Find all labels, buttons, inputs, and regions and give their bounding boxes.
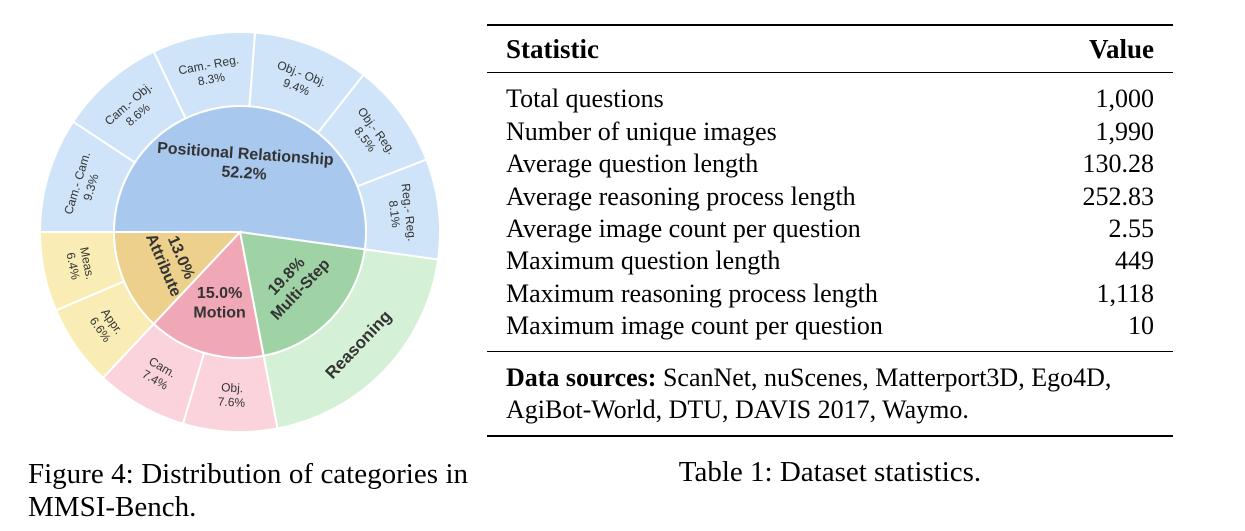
inner-label-motion: 15.0% Motion [193,285,245,321]
figure-caption: Figure 4: Distribution of categories in … [28,458,468,523]
table-row: Maximum reasoning process length 1,118 [487,278,1173,310]
row-value: 10 [1128,311,1154,341]
dataset-statistics-table: Statistic Value Total questions 1,000 Num… [487,24,1173,437]
row-label: Number of unique images [506,116,777,146]
row-label: Average image count per question [506,213,861,243]
row-value: 449 [1115,246,1154,276]
table-bottom-rule [487,434,1173,437]
inner-slice-multi-step-reasoning [238,230,366,357]
table-row: Average reasoning process length 252.83 [487,181,1173,213]
row-label: Maximum reasoning process length [506,278,878,308]
table-row: Average question length 130.28 [487,148,1173,180]
inner-slice-motion [152,229,265,359]
inner-slice-attribute [112,231,243,326]
outer-label-meas: Meas.6.4% [63,246,97,284]
table-sources-rule [487,350,1173,352]
outer-label-obj: Obj.7.6% [217,380,246,410]
table-header-row: Statistic Value [487,26,1173,72]
table-row: Maximum question length 449 [487,245,1173,277]
row-value: 1,118 [1096,278,1154,308]
outer-label-reg-reg: Reg.- Reg.8.1% [384,183,419,244]
row-label: Total questions [506,84,664,114]
table-header-rule [487,72,1173,74]
table-row: Average image count per question 2.55 [487,213,1173,245]
row-value: 130.28 [1082,149,1155,179]
table-caption: Table 1: Dataset statistics. [678,456,982,488]
row-label: Average question length [506,149,759,179]
row-value: 1,990 [1095,116,1155,146]
table-top-rule [487,24,1173,26]
data-sources: Data sources: ScanNet, nuScenes, Matterp… [487,352,1173,435]
row-value: 1,000 [1095,84,1155,114]
inner-slice-positional-relationship [112,105,367,251]
row-label: Maximum image count per question [506,311,883,341]
row-label: Maximum question length [506,246,781,276]
data-sources-text: ScanNet, nuScenes, Matterport3D, Ego4D, … [506,362,1112,424]
table-row: Number of unique images 1,990 [487,116,1173,148]
data-sources-label: Data sources: [506,362,657,392]
table-row: Total questions 1,000 [487,83,1173,115]
row-value: 252.83 [1082,181,1155,211]
table-row: Maximum image count per question 10 [487,310,1173,342]
header-value: Value [1088,34,1154,64]
row-label: Average reasoning process length [506,181,856,211]
category-sunburst-chart: Cam.- Cam.9.3%Cam.- Obj.8.6%Cam.- Reg.8.… [38,31,441,433]
row-value: 2.55 [1108,213,1155,243]
header-statistic: Statistic [506,34,599,64]
